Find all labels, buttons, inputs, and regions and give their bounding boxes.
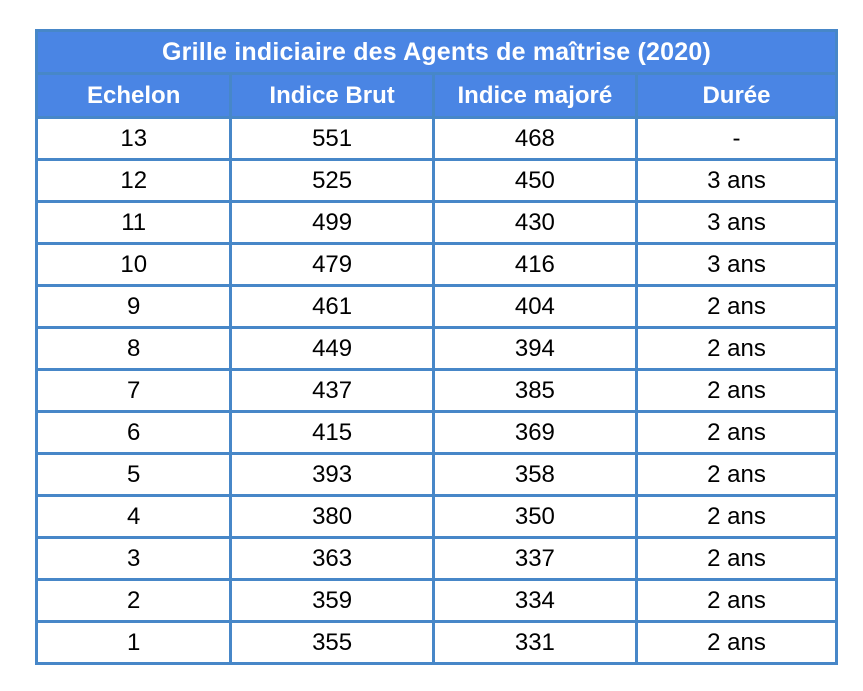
cell-indice-brut: 437	[229, 368, 435, 413]
cell-indice-brut: 393	[229, 452, 435, 497]
cell-echelon: 12	[34, 158, 233, 203]
table-row: 12 525 450 3 ans	[34, 158, 839, 203]
cell-echelon: 7	[34, 368, 233, 413]
table-row: 3 363 337 2 ans	[34, 536, 839, 581]
cell-echelon: 3	[34, 536, 233, 581]
cell-indice-brut: 355	[229, 620, 435, 665]
cell-indice-majore: 404	[431, 284, 638, 329]
cell-duree: 2 ans	[634, 410, 839, 455]
cell-duree: 3 ans	[634, 200, 839, 245]
cell-indice-brut: 363	[229, 536, 435, 581]
table-row: 10 479 416 3 ans	[34, 242, 839, 287]
cell-indice-majore: 394	[431, 326, 638, 371]
cell-echelon: 6	[34, 410, 233, 455]
cell-indice-brut: 449	[229, 326, 435, 371]
cell-indice-majore: 385	[431, 368, 638, 413]
cell-duree: 2 ans	[634, 284, 839, 329]
cell-echelon: 8	[34, 326, 233, 371]
column-header-indice-brut: Indice Brut	[229, 72, 435, 119]
cell-echelon: 10	[34, 242, 233, 287]
cell-duree: 2 ans	[634, 620, 839, 665]
cell-indice-majore: 358	[431, 452, 638, 497]
cell-duree: 3 ans	[634, 158, 839, 203]
table-row: 1 355 331 2 ans	[34, 620, 839, 665]
cell-indice-brut: 359	[229, 578, 435, 623]
column-header-duree: Durée	[634, 72, 839, 119]
table-row: 4 380 350 2 ans	[34, 494, 839, 539]
cell-indice-majore: 468	[431, 116, 638, 161]
cell-indice-brut: 525	[229, 158, 435, 203]
cell-indice-majore: 450	[431, 158, 638, 203]
cell-duree: -	[634, 116, 839, 161]
cell-duree: 2 ans	[634, 452, 839, 497]
table-row: 2 359 334 2 ans	[34, 578, 839, 623]
table-row: 11 499 430 3 ans	[34, 200, 839, 245]
cell-echelon: 11	[34, 200, 233, 245]
cell-indice-majore: 331	[431, 620, 638, 665]
cell-indice-majore: 430	[431, 200, 638, 245]
cell-indice-brut: 380	[229, 494, 435, 539]
table-title: Grille indiciaire des Agents de maîtrise…	[35, 29, 838, 75]
cell-indice-majore: 369	[431, 410, 638, 455]
table-title-row: Grille indiciaire des Agents de maîtrise…	[35, 29, 838, 75]
grille-indiciaire-container: Grille indiciaire des Agents de maîtrise…	[34, 29, 839, 665]
cell-duree: 2 ans	[634, 536, 839, 581]
cell-indice-majore: 334	[431, 578, 638, 623]
cell-indice-brut: 499	[229, 200, 435, 245]
cell-echelon: 5	[34, 452, 233, 497]
cell-echelon: 13	[34, 116, 233, 161]
cell-duree: 2 ans	[634, 578, 839, 623]
cell-indice-brut: 415	[229, 410, 435, 455]
cell-indice-brut: 551	[229, 116, 435, 161]
grille-indiciaire-table: Grille indiciaire des Agents de maîtrise…	[34, 29, 839, 665]
cell-echelon: 1	[34, 620, 233, 665]
cell-duree: 2 ans	[634, 494, 839, 539]
cell-duree: 3 ans	[634, 242, 839, 287]
table-row: 6 415 369 2 ans	[34, 410, 839, 455]
cell-indice-majore: 337	[431, 536, 638, 581]
cell-echelon: 2	[34, 578, 233, 623]
column-header-row: Echelon Indice Brut Indice majoré Durée	[34, 72, 839, 119]
cell-duree: 2 ans	[634, 326, 839, 371]
table-row: 8 449 394 2 ans	[34, 326, 839, 371]
table-row: 5 393 358 2 ans	[34, 452, 839, 497]
cell-indice-brut: 461	[229, 284, 435, 329]
cell-indice-majore: 350	[431, 494, 638, 539]
column-header-echelon: Echelon	[34, 72, 233, 119]
cell-echelon: 9	[34, 284, 233, 329]
table-row: 7 437 385 2 ans	[34, 368, 839, 413]
cell-indice-brut: 479	[229, 242, 435, 287]
cell-duree: 2 ans	[634, 368, 839, 413]
column-header-indice-majore: Indice majoré	[431, 72, 638, 119]
table-row: 9 461 404 2 ans	[34, 284, 839, 329]
cell-echelon: 4	[34, 494, 233, 539]
table-row: 13 551 468 -	[34, 116, 839, 161]
cell-indice-majore: 416	[431, 242, 638, 287]
